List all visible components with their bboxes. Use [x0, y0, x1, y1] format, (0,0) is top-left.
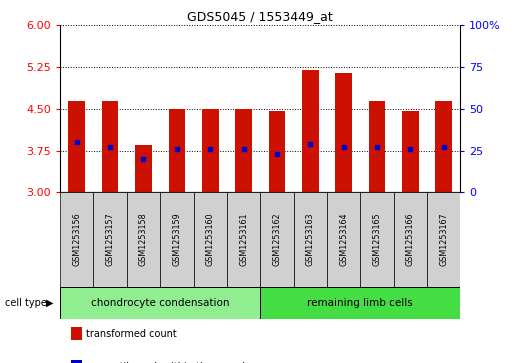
Text: GSM1253161: GSM1253161 [239, 213, 248, 266]
Bar [335, 73, 352, 192]
Bar [402, 111, 418, 192]
Bar [235, 109, 252, 192]
Bar [260, 192, 293, 287]
Text: GSM1253156: GSM1253156 [72, 213, 81, 266]
Text: GSM1253159: GSM1253159 [173, 213, 181, 266]
Text: remaining limb cells: remaining limb cells [308, 298, 413, 308]
Bar [435, 101, 452, 192]
Bar [227, 192, 260, 287]
Text: GSM1253164: GSM1253164 [339, 213, 348, 266]
Bar [293, 192, 327, 287]
Bar [127, 192, 160, 287]
Bar [168, 109, 185, 192]
Bar [69, 101, 85, 192]
Bar [427, 192, 460, 287]
Text: GSM1253167: GSM1253167 [439, 213, 448, 266]
Text: ▶: ▶ [46, 298, 53, 308]
Text: GSM1253162: GSM1253162 [272, 213, 281, 266]
Text: GSM1253166: GSM1253166 [406, 213, 415, 266]
Bar [194, 192, 227, 287]
Bar [60, 287, 260, 319]
Bar [360, 192, 393, 287]
Bar [302, 70, 319, 192]
Bar [94, 192, 127, 287]
Text: GSM1253158: GSM1253158 [139, 213, 148, 266]
Text: GSM1253157: GSM1253157 [106, 213, 115, 266]
Text: GSM1253165: GSM1253165 [372, 213, 381, 266]
Bar [260, 287, 460, 319]
Text: GSM1253160: GSM1253160 [206, 213, 214, 266]
Text: transformed count: transformed count [86, 329, 177, 339]
Bar [369, 101, 385, 192]
Bar [268, 111, 285, 192]
Bar [160, 192, 194, 287]
Bar [394, 192, 427, 287]
Bar [102, 101, 119, 192]
Text: percentile rank within the sample: percentile rank within the sample [86, 362, 251, 363]
Text: chondrocyte condensation: chondrocyte condensation [91, 298, 230, 308]
Text: cell type: cell type [5, 298, 47, 308]
Bar [327, 192, 360, 287]
Bar [135, 145, 152, 192]
Text: GSM1253163: GSM1253163 [306, 213, 315, 266]
Title: GDS5045 / 1553449_at: GDS5045 / 1553449_at [187, 10, 333, 23]
Bar [202, 109, 219, 192]
Bar [60, 192, 94, 287]
